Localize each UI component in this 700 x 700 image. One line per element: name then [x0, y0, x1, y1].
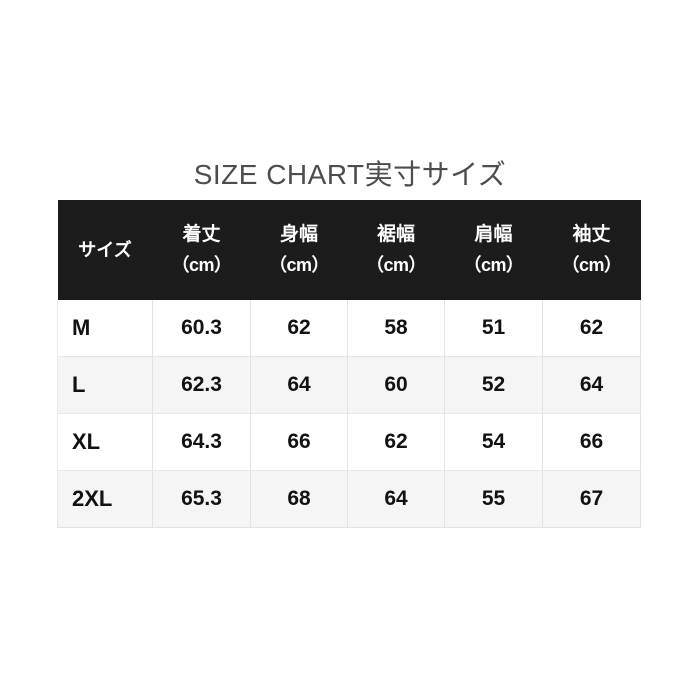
cell-sleeve-length: 66: [542, 413, 641, 471]
column-header-size-label: サイズ: [78, 240, 132, 260]
column-header-body-length-unit: （cm）: [171, 255, 232, 275]
table-row: XL 64.3 66 62 54 66: [57, 413, 641, 471]
cell-chest-width: 62: [250, 300, 348, 357]
cell-shoulder-width: 55: [444, 470, 543, 528]
cell-body-length: 64.3: [152, 413, 251, 471]
column-header-shoulder-width: 肩幅 （cm）: [445, 200, 543, 300]
cell-sleeve-length: 64: [542, 356, 641, 414]
cell-shoulder-width: 51: [444, 300, 543, 357]
table-header: サイズ 着丈 （cm） 身幅 （cm） 裾幅 （cm）: [57, 200, 641, 300]
cell-sleeve-length: 67: [542, 470, 641, 528]
column-header-sleeve-length-unit: （cm）: [561, 255, 622, 275]
cell-shoulder-width: 54: [444, 413, 543, 471]
column-header-body-length-label: 着丈: [182, 224, 221, 245]
column-header-chest-width-label: 身幅: [279, 224, 318, 245]
table-row: 2XL 65.3 68 64 55 67: [57, 470, 641, 528]
cell-chest-width: 66: [250, 413, 348, 471]
cell-body-length: 60.3: [152, 300, 251, 357]
cell-shoulder-width: 52: [444, 356, 543, 414]
size-chart-table: サイズ 着丈 （cm） 身幅 （cm） 裾幅 （cm）: [57, 200, 641, 528]
column-header-hem-width: 裾幅 （cm）: [348, 200, 445, 300]
cell-hem-width: 58: [347, 300, 445, 357]
cell-hem-width: 64: [347, 470, 445, 528]
cell-chest-width: 68: [250, 470, 348, 528]
table-row: M 60.3 62 58 51 62: [57, 300, 641, 357]
page-title: SIZE CHART実寸サイズ: [193, 159, 507, 190]
column-header-hem-width-unit: （cm）: [365, 255, 427, 275]
cell-sleeve-length: 62: [542, 300, 641, 357]
cell-body-length: 65.3: [152, 470, 251, 528]
column-header-shoulder-width-label: 肩幅: [474, 224, 513, 245]
cell-hem-width: 60: [347, 356, 445, 414]
column-header-sleeve-length: 袖丈 （cm）: [543, 200, 641, 300]
column-header-shoulder-width-unit: （cm）: [463, 255, 524, 275]
cell-size: L: [57, 356, 153, 414]
table-header-row: サイズ 着丈 （cm） 身幅 （cm） 裾幅 （cm）: [57, 200, 641, 300]
column-header-sleeve-length-label: 袖丈: [572, 224, 611, 245]
column-header-hem-width-label: 裾幅: [376, 224, 415, 245]
cell-hem-width: 62: [347, 413, 445, 471]
cell-size: 2XL: [57, 470, 153, 528]
size-chart-table-container: サイズ 着丈 （cm） 身幅 （cm） 裾幅 （cm）: [57, 200, 641, 528]
cell-size: M: [57, 300, 153, 357]
cell-chest-width: 64: [250, 356, 348, 414]
table-row: L 62.3 64 60 52 64: [57, 356, 641, 414]
table-body: M 60.3 62 58 51 62 L 62.3 64 60 52 64 XL: [57, 300, 641, 528]
cell-body-length: 62.3: [152, 356, 251, 414]
column-header-body-length: 着丈 （cm）: [153, 200, 251, 300]
column-header-size: サイズ: [58, 200, 153, 300]
column-header-chest-width-unit: （cm）: [268, 255, 330, 275]
cell-size: XL: [57, 413, 153, 471]
column-header-chest-width: 身幅 （cm）: [251, 200, 348, 300]
